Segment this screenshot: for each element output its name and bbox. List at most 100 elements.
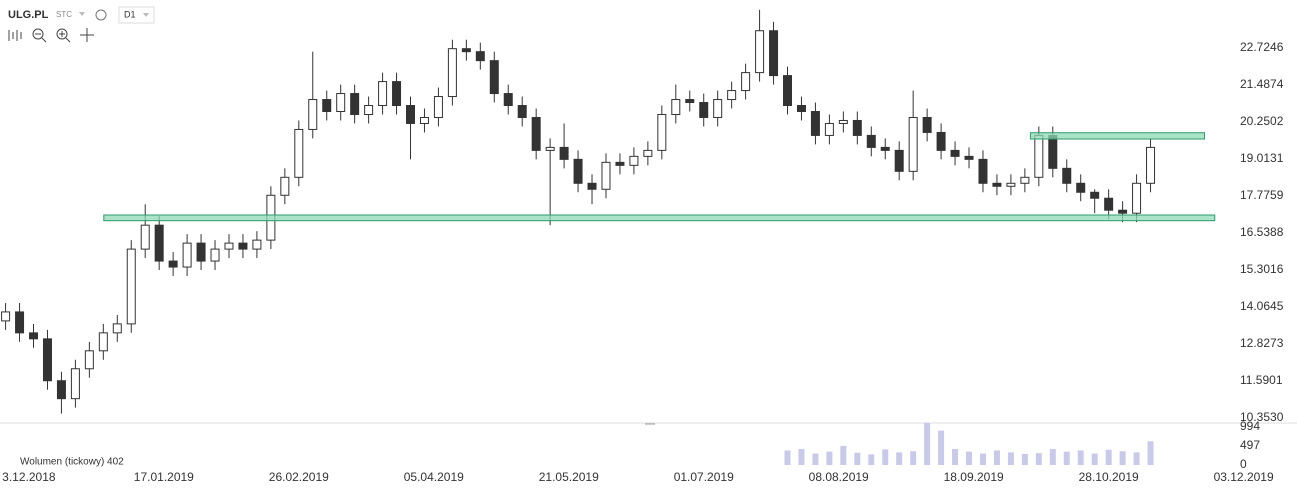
candle-body <box>587 182 597 190</box>
dropdown-icon[interactable] <box>79 12 85 16</box>
candle-body <box>503 93 513 107</box>
volume-bar <box>1119 451 1126 465</box>
candle-body <box>936 131 946 151</box>
candle-body <box>852 119 862 136</box>
candle-body <box>1020 176 1030 184</box>
candle-body <box>294 128 304 178</box>
candle-body <box>741 72 751 92</box>
candle-body <box>1 311 11 322</box>
volume-bar <box>784 450 791 465</box>
volume-bar <box>868 454 875 465</box>
volume-bar <box>1049 448 1056 465</box>
x-tick-label: 08.08.2019 <box>809 470 869 484</box>
volume-bar <box>798 448 805 465</box>
candle-body <box>210 248 220 262</box>
y-tick-label: 15.3016 <box>1240 262 1284 276</box>
candle-body <box>42 338 52 382</box>
candle-body <box>671 99 681 115</box>
x-tick-label: 28.10.2019 <box>1079 470 1139 484</box>
dropdown-icon[interactable] <box>143 13 149 17</box>
candle-body <box>1076 182 1086 193</box>
candle-body <box>433 96 443 118</box>
candle-body <box>531 116 541 151</box>
volume-bar <box>1021 453 1028 465</box>
volume-tick-label: 0 <box>1240 457 1247 471</box>
candle-body <box>475 51 485 62</box>
y-tick-label: 22.7246 <box>1240 40 1284 54</box>
candle-body <box>1146 146 1156 184</box>
candle-body <box>545 146 555 151</box>
candle-body <box>685 99 695 104</box>
zoom-out-icon[interactable] <box>32 28 44 40</box>
x-tick-label: 21.05.2019 <box>539 470 599 484</box>
candle-body <box>1034 134 1044 178</box>
candle-body <box>643 149 653 157</box>
candle-body <box>15 311 25 334</box>
volume-label: Wolumen (tickowy) 402 <box>20 457 124 468</box>
volume-bar <box>1105 449 1112 465</box>
candle-body <box>657 113 667 151</box>
candle-body <box>894 149 904 172</box>
volume-tick-label: 994 <box>1240 419 1260 433</box>
candle-body <box>796 105 806 113</box>
candle-body <box>489 60 499 95</box>
y-tick-label: 17.7759 <box>1240 188 1284 202</box>
candle-body <box>1048 134 1058 169</box>
candle-body <box>727 90 737 101</box>
pan-icon[interactable] <box>80 28 94 42</box>
support-zone <box>1029 132 1206 140</box>
candle-body <box>769 30 779 77</box>
zoom-in-icon[interactable] <box>56 28 68 40</box>
candle-body <box>252 239 262 250</box>
volume-bar <box>952 448 959 465</box>
candle-body <box>336 93 346 113</box>
x-tick-label: 03.12.2019 <box>1214 470 1274 484</box>
y-tick-label: 20.2502 <box>1240 114 1284 128</box>
candle-body <box>154 224 164 262</box>
volume-bar <box>979 453 986 465</box>
symbol[interactable]: ULG.PL <box>8 9 49 21</box>
candle-body <box>406 105 416 124</box>
candle-body <box>322 99 332 113</box>
volume-tick-label: 497 <box>1240 438 1260 452</box>
interval-box[interactable] <box>118 6 155 24</box>
candle-body <box>880 146 890 151</box>
y-tick-label: 19.0131 <box>1240 151 1284 165</box>
volume-bar <box>966 451 973 465</box>
candle-body <box>810 111 820 136</box>
candle-body <box>755 30 765 74</box>
candle-body <box>824 122 834 136</box>
candle-body <box>98 332 108 352</box>
candle-body <box>280 176 290 196</box>
candle-body <box>866 134 876 148</box>
y-tick-label: 21.4874 <box>1240 77 1284 91</box>
volume-bar <box>910 451 917 465</box>
y-tick-label: 16.5388 <box>1240 225 1284 239</box>
volume-bar <box>812 453 819 465</box>
candle-body <box>699 102 709 118</box>
candle-body <box>1104 197 1114 211</box>
volume-bar <box>840 445 847 465</box>
candle-body <box>84 350 94 370</box>
volume-bar <box>938 430 945 465</box>
candle-body <box>419 116 429 124</box>
chart-type-icon[interactable] <box>8 30 22 41</box>
interval[interactable]: D1 <box>124 9 136 19</box>
candle-body <box>196 242 206 262</box>
candle-body <box>126 248 136 325</box>
candle-body <box>364 105 374 115</box>
candle-body <box>559 146 569 160</box>
candle-body <box>29 332 39 340</box>
candle-body <box>629 155 639 166</box>
volume-bar <box>1077 450 1084 465</box>
x-tick-label: 18.09.2019 <box>944 470 1004 484</box>
candle-body <box>922 116 932 133</box>
candle-body <box>950 149 960 157</box>
support-zone <box>103 214 1216 222</box>
candle-body <box>70 368 80 400</box>
info-icon[interactable] <box>95 9 107 21</box>
candle-body <box>1132 182 1142 214</box>
candle-body <box>615 161 625 166</box>
volume-bar <box>896 452 903 465</box>
x-tick-label: 26.02.2019 <box>269 470 329 484</box>
